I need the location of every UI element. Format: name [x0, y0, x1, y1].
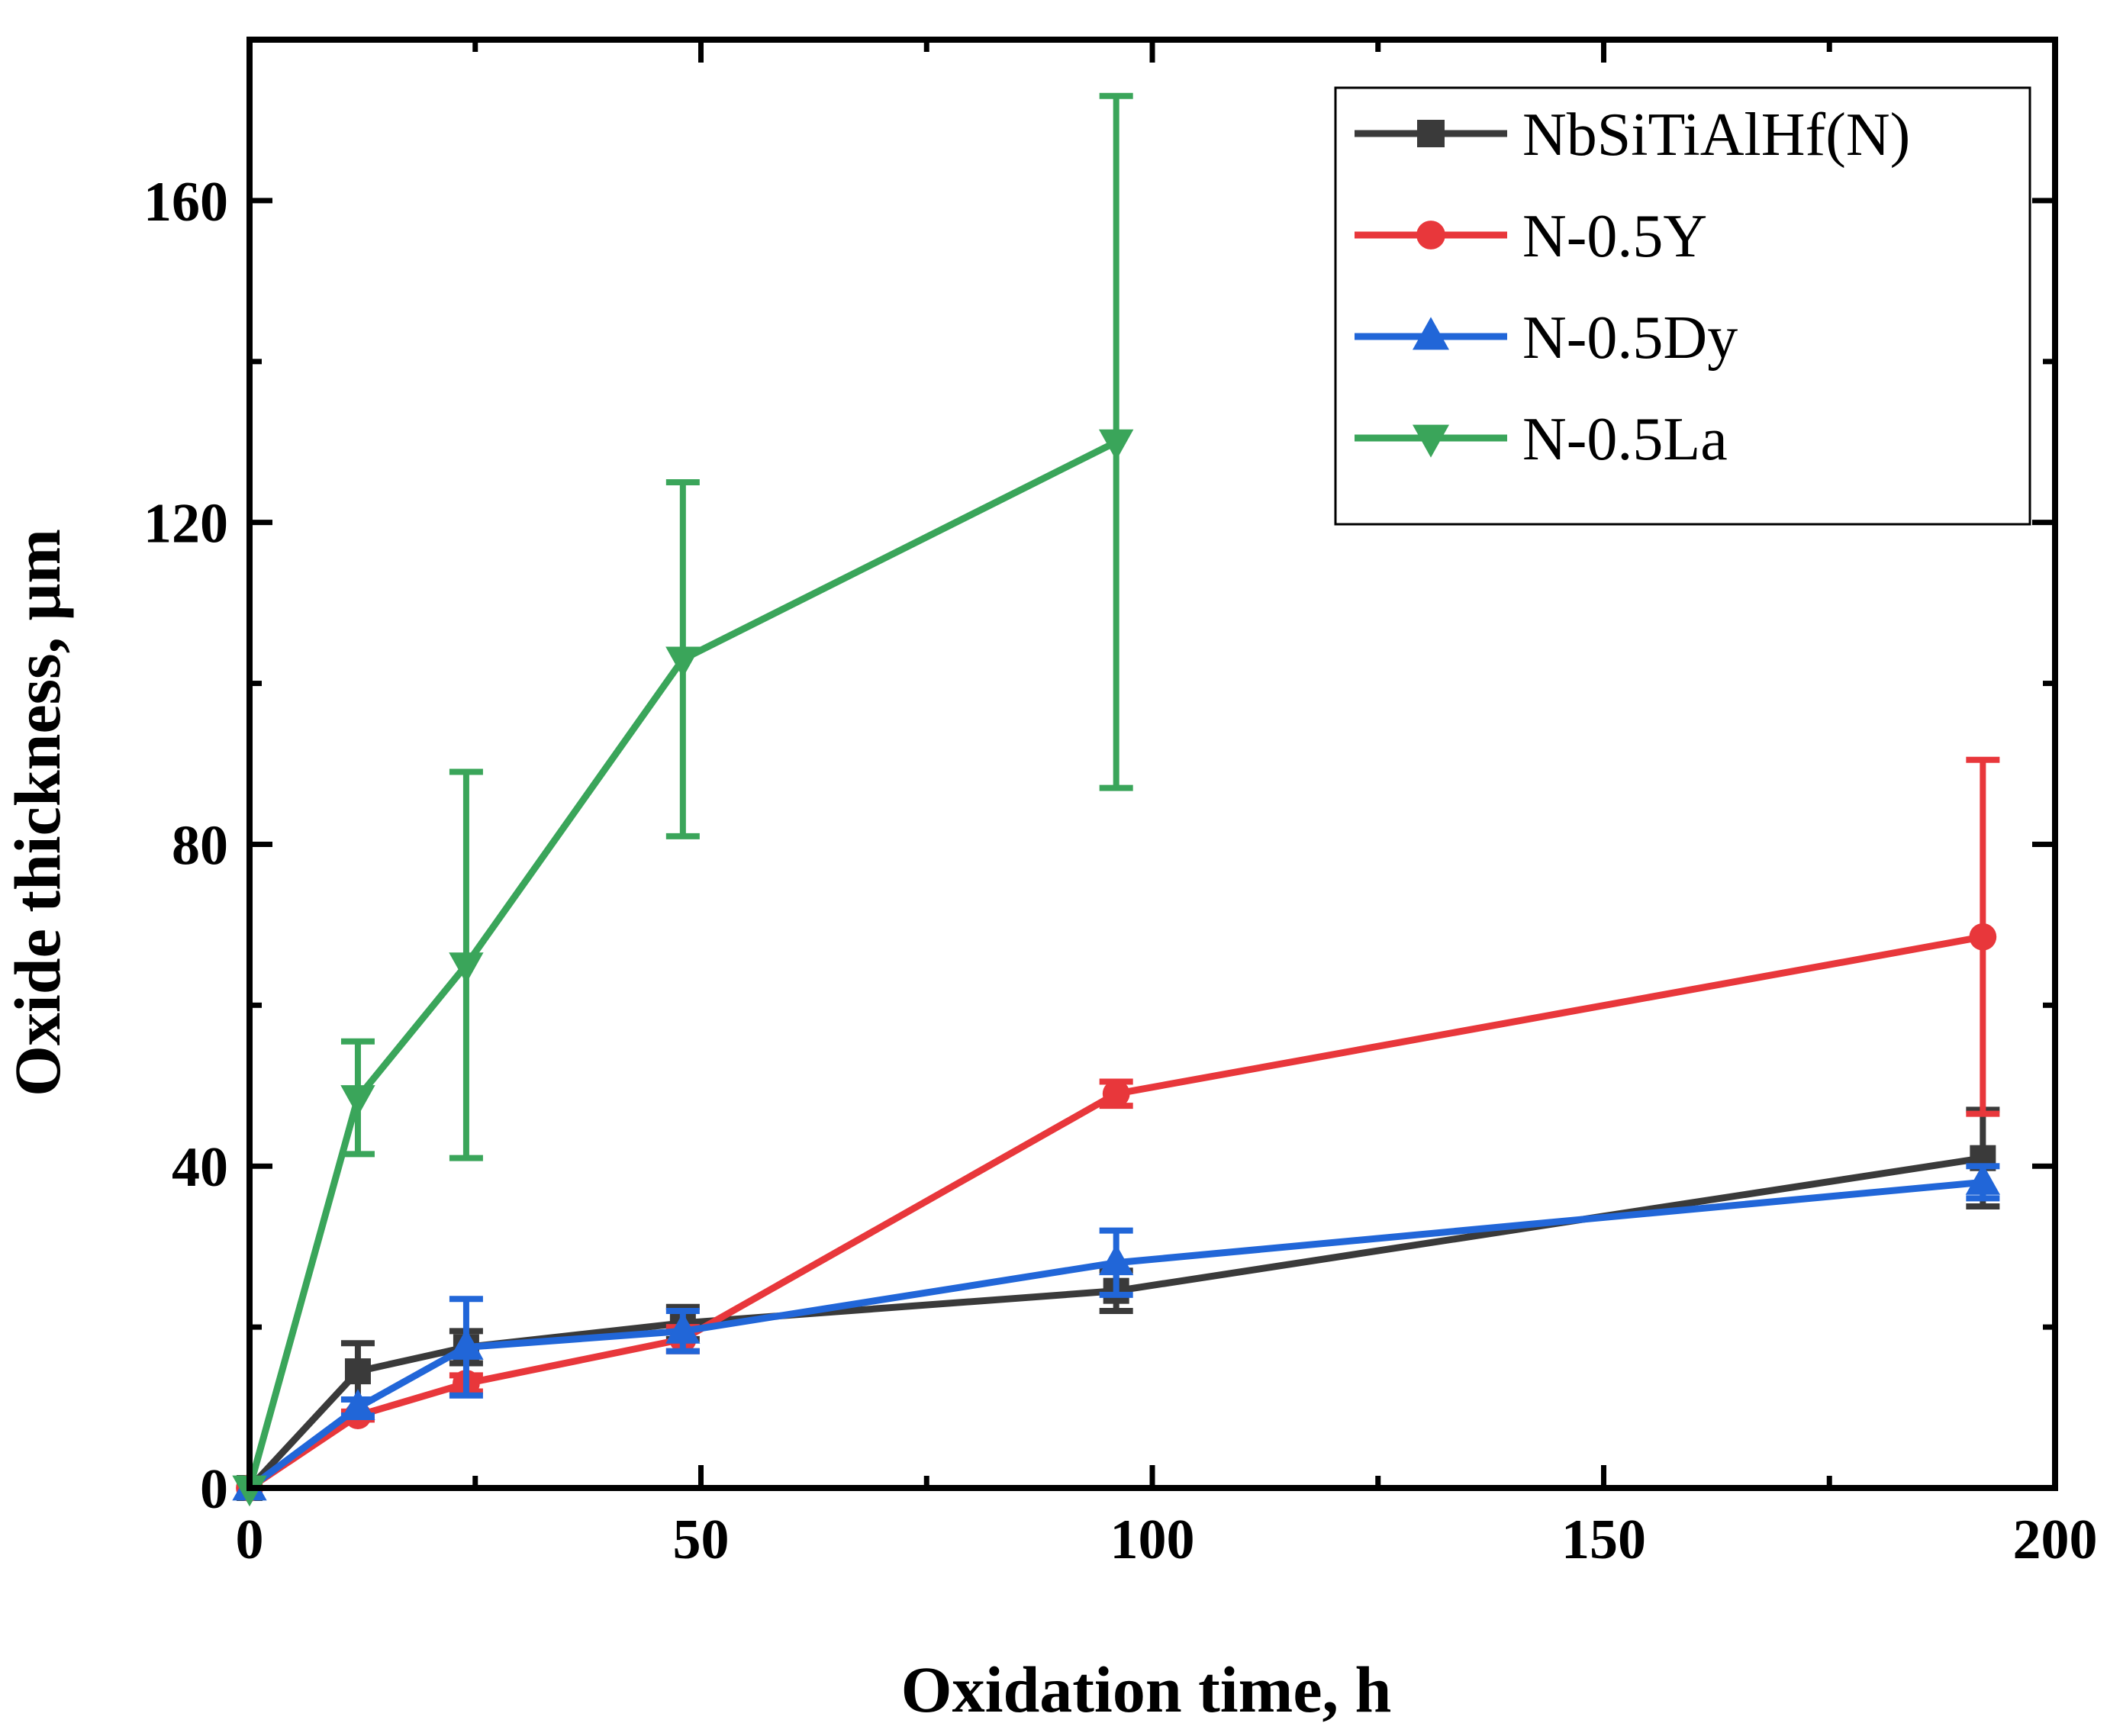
data-point — [1102, 1080, 1130, 1108]
data-point — [340, 1389, 375, 1420]
legend-marker — [1412, 424, 1450, 458]
series-line — [246, 1155, 1984, 1491]
axes-layer: 0 50 100 150 200 0 40 80 120 160 — [143, 37, 2098, 1571]
legend-entry: N-0.5La — [1355, 406, 1728, 473]
legend-marker — [1412, 317, 1450, 350]
series-line — [247, 1178, 1983, 1491]
legend-entry: N-0.5Y — [1355, 203, 1707, 270]
x-tick-label: 0 — [236, 1509, 264, 1571]
data-point — [1099, 1244, 1134, 1276]
legend-marker — [1416, 221, 1445, 250]
y-tick-label: 120 — [143, 493, 228, 556]
data-point — [449, 952, 484, 984]
y-tick-label: 0 — [200, 1458, 228, 1521]
legend-entry: N-0.5Dy — [1355, 304, 1738, 372]
legend-label: N-0.5La — [1522, 406, 1728, 473]
legend-label: NbSiTiAlHf(N) — [1522, 101, 1910, 169]
series-line — [247, 933, 1984, 1491]
x-tick-label: 150 — [1561, 1509, 1646, 1571]
x-axis-title: Oxidation time, h — [901, 1653, 1392, 1726]
data-point — [344, 1358, 371, 1385]
legend-box — [1334, 86, 2031, 526]
data-point — [1969, 923, 1997, 951]
y-tick-label: 40 — [172, 1136, 228, 1199]
legend-label: N-0.5Y — [1522, 203, 1707, 270]
data-point — [1965, 1164, 2001, 1195]
y-tick-label: 80 — [172, 814, 228, 877]
data-point — [1099, 429, 1134, 461]
legend-label: N-0.5Dy — [1522, 304, 1738, 372]
data-point — [449, 1329, 484, 1360]
data-point — [665, 646, 701, 678]
legend-marker — [1417, 120, 1445, 147]
y-axis-title: Oxide thickness, μm — [1, 529, 74, 1097]
x-tick-label: 200 — [2013, 1509, 2098, 1571]
data-point — [340, 1085, 375, 1116]
legend-entry: NbSiTiAlHf(N) — [1355, 101, 1910, 169]
legend: NbSiTiAlHf(N) N-0.5Y N-0.5Dy N-0.5La — [1334, 86, 2031, 526]
series-3 — [232, 92, 1134, 1507]
y-tick-label: 160 — [143, 171, 228, 234]
x-tick-label: 100 — [1110, 1509, 1195, 1571]
series-2 — [232, 1163, 2001, 1501]
data-point — [665, 1312, 701, 1344]
plot-marks — [232, 92, 2001, 1507]
x-tick-label: 50 — [673, 1509, 730, 1571]
